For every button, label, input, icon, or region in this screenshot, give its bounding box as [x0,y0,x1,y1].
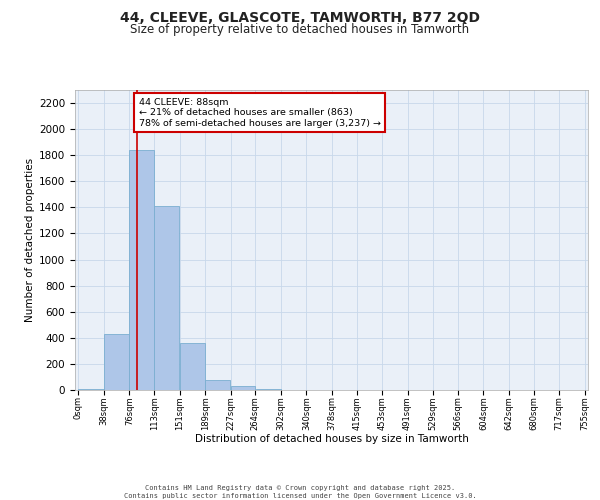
Bar [231,386,255,390]
Y-axis label: Number of detached properties: Number of detached properties [25,158,35,322]
Text: 44, CLEEVE, GLASCOTE, TAMWORTH, B77 2QD: 44, CLEEVE, GLASCOTE, TAMWORTH, B77 2QD [120,11,480,25]
Bar [205,380,230,390]
Bar [130,150,154,390]
Bar [256,388,281,390]
Bar [79,388,104,390]
Text: Contains HM Land Registry data © Crown copyright and database right 2025.
Contai: Contains HM Land Registry data © Crown c… [124,485,476,499]
Text: Size of property relative to detached houses in Tamworth: Size of property relative to detached ho… [130,22,470,36]
Bar [154,206,179,390]
Bar [180,343,205,390]
Text: 44 CLEEVE: 88sqm
← 21% of detached houses are smaller (863)
78% of semi-detached: 44 CLEEVE: 88sqm ← 21% of detached house… [139,98,381,128]
X-axis label: Distribution of detached houses by size in Tamworth: Distribution of detached houses by size … [194,434,469,444]
Bar [104,334,129,390]
